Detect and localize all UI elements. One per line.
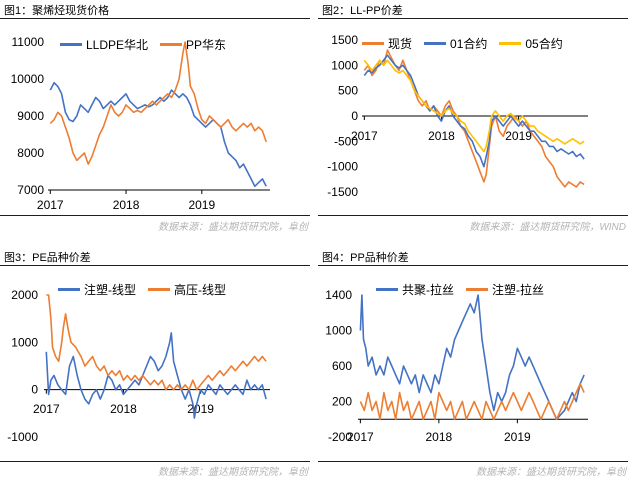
series-line [45, 332, 267, 419]
y-tick-label: 9000 [17, 109, 44, 123]
legend-item: 01合约 [424, 35, 487, 52]
legend: LLDPE华北 PP华东 [60, 36, 226, 53]
source-note: 数据来源：盛达期货研究院，阜创 [476, 467, 626, 478]
legend-swatch [362, 42, 384, 45]
y-tick-label: 1500 [331, 33, 358, 47]
y-tick-label: 0 [351, 109, 358, 123]
y-tick-label: 10000 [11, 72, 45, 86]
x-tick-label: 2019 [188, 198, 215, 212]
x-tick-label: 2019 [505, 129, 532, 143]
x-tick-label: 2019 [187, 402, 214, 416]
source-note: 数据来源：盛达期货研究院，WIND [469, 222, 626, 233]
legend: 现货 01合约 05合约 [362, 35, 563, 52]
x-tick-label: 2017 [347, 430, 374, 444]
legend-item: 注塑-拉丝 [466, 281, 544, 298]
panel-title: 图1：聚烯烃现货价格 [4, 5, 110, 17]
legend-item: 高压-线型 [148, 281, 226, 298]
panel-title: 图3：PE品种价差 [4, 252, 91, 264]
bottom-divider [318, 461, 628, 462]
legend-swatch [466, 288, 488, 291]
panel-title: 图4：PP品种价差 [322, 252, 409, 264]
y-tick-label: 2000 [11, 288, 38, 302]
y-tick-label: 8000 [17, 146, 44, 160]
legend: 注塑-线型 高压-线型 [58, 281, 226, 298]
legend-label: 共聚-拉丝 [402, 283, 454, 297]
chart-panel-2: 图2：LL-PP价差 -1500 -1000 -500 0 500 1000 1500 201… [318, 0, 636, 239]
legend-label: PP华东 [186, 38, 227, 52]
y-tick-label: -500 [334, 134, 358, 148]
y-tick-label: 600 [332, 359, 352, 373]
title-divider [318, 18, 628, 19]
y-tick-label: -1500 [327, 185, 358, 199]
series-line [49, 81, 267, 188]
legend-swatch [424, 42, 447, 45]
y-tick-label: 500 [338, 84, 358, 98]
chart-panel-4: 图4：PP品种价差 -200 200 600 1000 1400 2017 2018 2019… [318, 239, 636, 478]
x-tick-label: 2017 [37, 198, 64, 212]
bottom-divider [0, 215, 310, 216]
y-tick-label: -1000 [327, 160, 358, 174]
legend-item: PP华东 [160, 36, 226, 53]
legend-swatch [499, 42, 522, 45]
y-tick-label: 1000 [11, 335, 38, 349]
bottom-divider [0, 461, 310, 462]
legend-label: 05合约 [525, 37, 563, 51]
series-line [49, 41, 267, 165]
bottom-divider [318, 215, 628, 216]
series-line [359, 294, 585, 421]
title-divider [0, 265, 310, 266]
legend: 共聚-拉丝 注塑-拉丝 [376, 281, 544, 298]
series-line [363, 49, 585, 188]
y-tick-label: 1000 [331, 58, 358, 72]
x-tick-label: 2018 [113, 198, 140, 212]
x-tick-label: 2017 [351, 129, 378, 143]
legend-label: 现货 [388, 37, 413, 51]
title-divider [318, 265, 628, 266]
legend-label: LLDPE华北 [86, 38, 149, 52]
legend-item: 注塑-线型 [58, 281, 136, 298]
series-line [363, 54, 585, 168]
title-divider [0, 18, 310, 19]
chart-svg: -1000 0 1000 2000 2017 2018 2019 [7, 288, 270, 444]
y-tick-label: 11000 [12, 35, 45, 49]
y-tick-label: 200 [332, 395, 352, 409]
y-tick-label: 0 [31, 383, 38, 397]
legend-swatch [58, 288, 80, 291]
x-tick-label: 2018 [428, 129, 455, 143]
legend-item: LLDPE华北 [60, 36, 148, 53]
x-tick-label: 2017 [33, 402, 60, 416]
legend-swatch [60, 43, 82, 46]
y-tick-label: -1000 [7, 430, 38, 444]
panel-title: 图2：LL-PP价差 [322, 5, 403, 17]
chart-svg: -1500 -1000 -500 0 500 1000 1500 2017 2018 2019 [327, 33, 588, 199]
legend-item: 现货 [362, 35, 412, 52]
legend-swatch [160, 43, 183, 46]
x-tick-label: 2018 [426, 430, 453, 444]
legend-label: 高压-线型 [174, 283, 226, 297]
legend-item: 05合约 [499, 35, 563, 52]
chart-panel-1: 图1：聚烯烃现货价格 7000 8000 9000 10000 11000 2017 201… [0, 0, 318, 239]
chart-panel-3: 图3：PE品种价差 -1000 0 1000 2000 2017 2018 2019 注塑-… [0, 239, 318, 478]
series-line [363, 59, 585, 153]
chart-svg: -200 200 600 1000 1400 2017 2018 2019 [325, 288, 588, 444]
legend-item: 共聚-拉丝 [376, 281, 454, 298]
legend-swatch [376, 288, 398, 291]
y-tick-label: 1000 [325, 324, 352, 338]
y-tick-label: 7000 [17, 183, 44, 197]
y-tick-label: 1400 [325, 288, 352, 302]
chart-svg: 7000 8000 9000 10000 11000 2017 2018 2019 [11, 35, 270, 212]
legend-swatch [148, 288, 170, 291]
legend-label: 01合约 [450, 37, 488, 51]
source-note: 数据来源：盛达期货研究院，阜创 [158, 467, 308, 478]
series-line [46, 294, 267, 391]
legend-label: 注塑-线型 [84, 283, 136, 297]
x-tick-label: 2019 [504, 430, 531, 444]
legend-label: 注塑-拉丝 [492, 283, 544, 297]
x-tick-label: 2018 [110, 402, 137, 416]
y-tick-label: -200 [328, 430, 352, 444]
source-note: 数据来源：盛达期货研究院，阜创 [158, 222, 308, 233]
series-line [359, 383, 585, 421]
